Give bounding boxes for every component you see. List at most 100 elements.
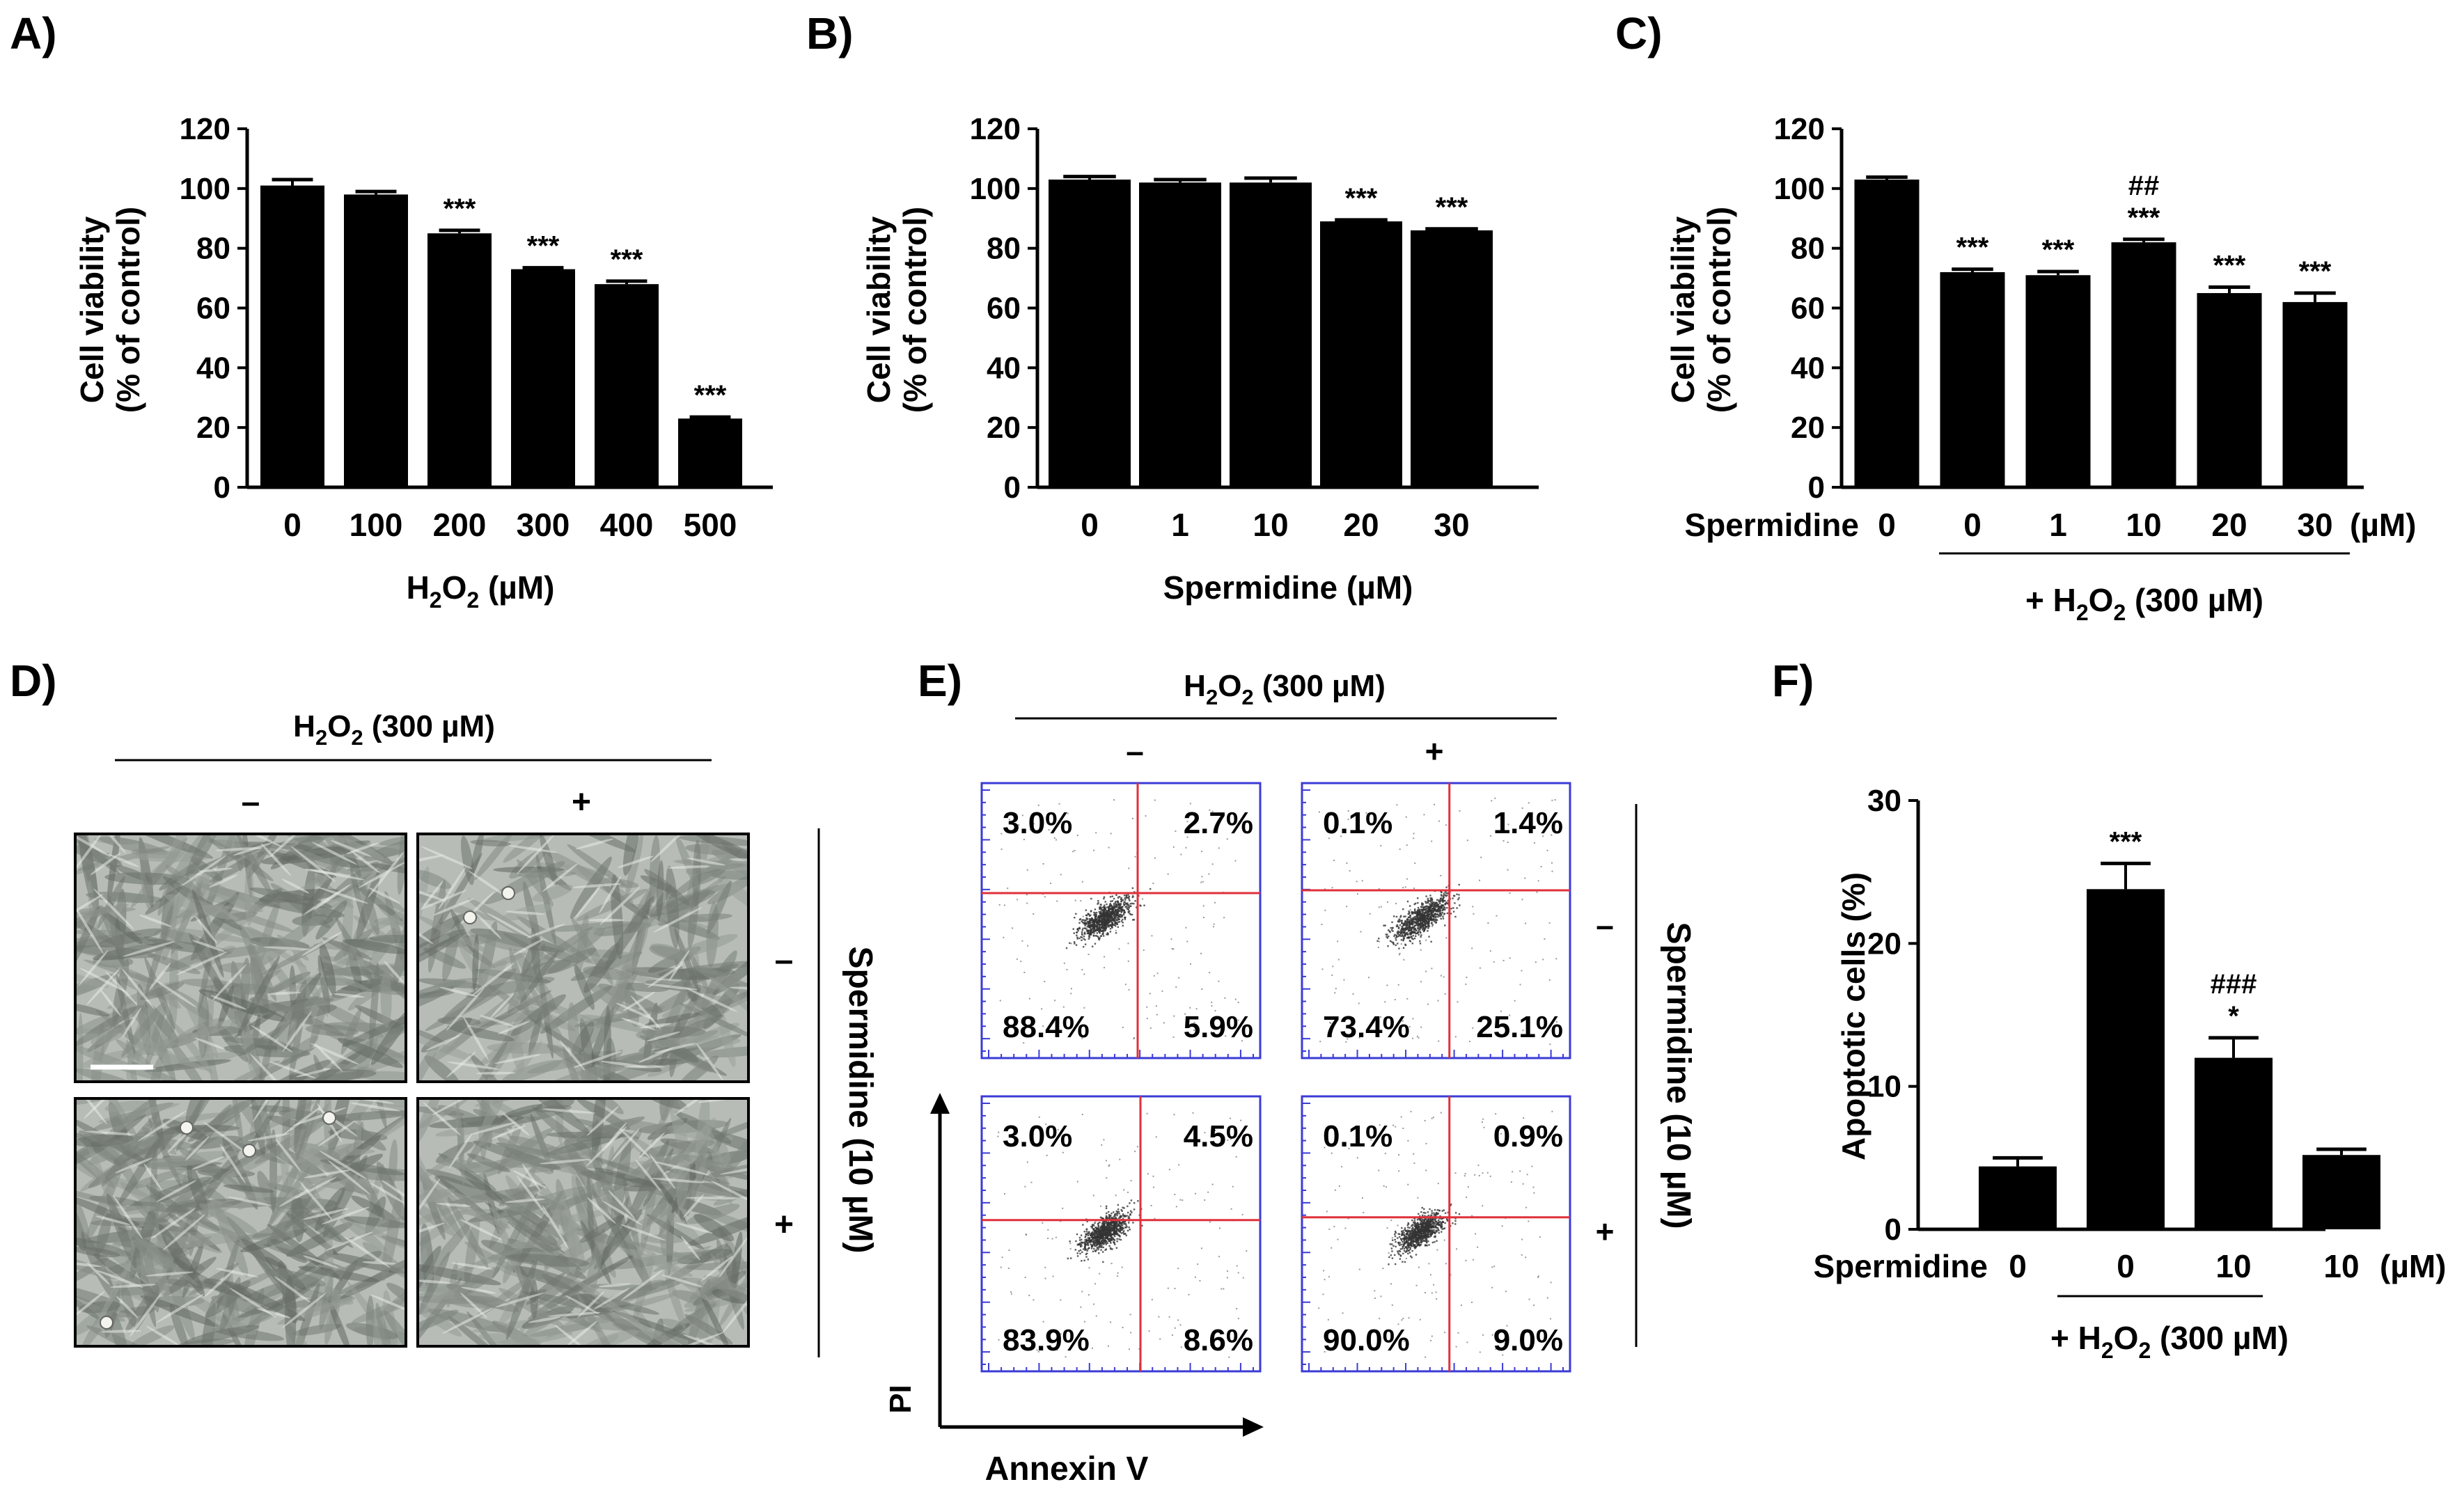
y-tick-label: 20 [987, 411, 1021, 445]
y-tick-label: 40 [1791, 351, 1825, 385]
y-tick-label: 20 [196, 411, 230, 445]
x-tick-label: 100 [350, 507, 403, 543]
panel-d-row-label-minus: – [775, 942, 794, 979]
y-axis-label: Cell viability [74, 216, 110, 403]
bar [344, 194, 408, 487]
unit-label: (µM) [2380, 1248, 2446, 1284]
chart-a-cell-viability-h2o2: 0 20 40 60 80 100 120 Cell viability (% of contr… [74, 112, 773, 613]
panel-d-col-label-minus: – [242, 784, 260, 821]
quadrant-lower-left-percent: 73.4% [1323, 1010, 1410, 1044]
bar [678, 418, 742, 487]
micrograph [74, 1097, 407, 1348]
bar [427, 233, 492, 487]
bar [260, 185, 324, 487]
significance-label: *** [2299, 256, 2332, 287]
bar [2025, 275, 2091, 487]
x-tick-label: 0 [1081, 507, 1099, 543]
y-tick-label: 100 [180, 172, 230, 206]
quadrant-lower-left-percent: 83.9% [1003, 1323, 1090, 1357]
quadrant-upper-left-percent: 3.0% [1003, 1119, 1072, 1153]
x-tick-label: 0 [283, 507, 301, 543]
y-tick-label: 60 [1791, 292, 1825, 326]
facs-plot: 0.1% 1.4% 73.4% 25.1% [1301, 782, 1571, 1059]
bar [2282, 301, 2348, 487]
x-tick-label: 200 [433, 507, 487, 543]
panel-d-microscopy: H2O2 (300 µM) – + – + Spermidine (10 µM) [74, 709, 879, 1357]
unit-label: (µM) [2350, 507, 2416, 543]
y-tick-label: 60 [987, 292, 1021, 326]
significance-label: *** [694, 380, 727, 411]
bar [2087, 889, 2165, 1229]
quadrant-upper-right-percent: 2.7% [1184, 806, 1253, 840]
x-tick-label: 30 [1434, 507, 1469, 543]
bar [2197, 293, 2262, 487]
pi-axis-arrowhead [930, 1093, 950, 1114]
x-tick-label: 300 [517, 507, 570, 543]
panel-label-c: C) [1615, 8, 1663, 58]
quadrant-lower-right-percent: 9.0% [1493, 1323, 1563, 1357]
y-tick-label: 120 [1774, 112, 1825, 146]
micrograph-frame [74, 833, 407, 1083]
y-tick-label: 0 [1885, 1213, 1901, 1247]
significance-label: *** [611, 244, 643, 275]
panel-d-side-label: Spermidine (10 µM) [842, 946, 879, 1253]
significance-label: *** [2213, 250, 2246, 281]
quadrant-upper-left-percent: 0.1% [1323, 1119, 1392, 1153]
quadrant-upper-right-percent: 0.9% [1493, 1119, 1563, 1153]
bar [2302, 1155, 2380, 1229]
significance-label: *** [2110, 826, 2142, 857]
panel-e-col-label-plus: + [1425, 733, 1444, 769]
significance-label: *** [1956, 232, 1989, 263]
x-tick-label: 0 [2117, 1248, 2135, 1284]
quadrant-upper-right-percent: 1.4% [1493, 806, 1563, 840]
panel-d-row-label-plus: + [774, 1206, 794, 1243]
quadrant-lower-left-percent: 90.0% [1323, 1323, 1410, 1357]
y-tick-label: 80 [987, 232, 1021, 266]
micrograph [416, 1097, 750, 1348]
bar [595, 284, 659, 487]
cell-texture [418, 1098, 748, 1346]
significance-label-2: ### [2211, 969, 2257, 1000]
quadrant-lower-right-percent: 5.9% [1184, 1010, 1253, 1044]
significance-label: *** [1436, 192, 1468, 223]
y-tick-label: 40 [196, 351, 230, 385]
row-label-spermidine: Spermidine [1684, 507, 1859, 543]
panel-label-a: A) [10, 8, 57, 58]
bar [1320, 221, 1402, 487]
quadrant-lower-left-percent: 88.4% [1003, 1010, 1090, 1044]
x-axis-label: H2O2 (µM) [407, 569, 555, 613]
quadrant-upper-left-percent: 3.0% [1003, 806, 1072, 840]
cell-texture [418, 834, 748, 1082]
x-tick-label: 400 [600, 507, 654, 543]
rounded-cell [322, 1111, 336, 1125]
rounded-cell [463, 910, 477, 924]
rounded-cell [100, 1316, 113, 1330]
bar [1049, 179, 1131, 487]
panel-label-f: F) [1772, 656, 1814, 706]
facs-events [1318, 797, 1557, 1046]
x-tick-label: 0 [1878, 507, 1896, 543]
micrograph-frame [74, 1097, 407, 1348]
facs-plot: 0.1% 0.9% 90.0% 9.0% [1301, 1095, 1571, 1373]
y-tick-label: 10 [1867, 1070, 1901, 1104]
y-axis-label-line2: (% of control) [1701, 207, 1737, 413]
x-tick-label: 1 [2049, 507, 2067, 543]
quadrant-upper-right-percent: 4.5% [1184, 1119, 1253, 1153]
y-tick-label: 100 [970, 172, 1021, 206]
panel-d-col-label-plus: + [572, 784, 591, 821]
significance-label: *** [1345, 183, 1378, 214]
x-tick-label: 500 [684, 507, 737, 543]
facs-events [1318, 1110, 1557, 1358]
bar [1854, 179, 1920, 487]
x-tick-label: 20 [1343, 507, 1379, 543]
panel-e-row-label-plus: + [1596, 1213, 1615, 1249]
y-axis-label: Cell viability [861, 216, 897, 403]
panel-d-title: H2O2 (300 µM) [293, 709, 495, 750]
panel-label-b: B) [806, 8, 854, 58]
significance-label: * [2228, 1001, 2239, 1032]
facs-frame [1301, 1095, 1571, 1373]
quadrant-lower-right-percent: 25.1% [1476, 1010, 1563, 1044]
y-tick-label: 20 [1791, 411, 1825, 445]
